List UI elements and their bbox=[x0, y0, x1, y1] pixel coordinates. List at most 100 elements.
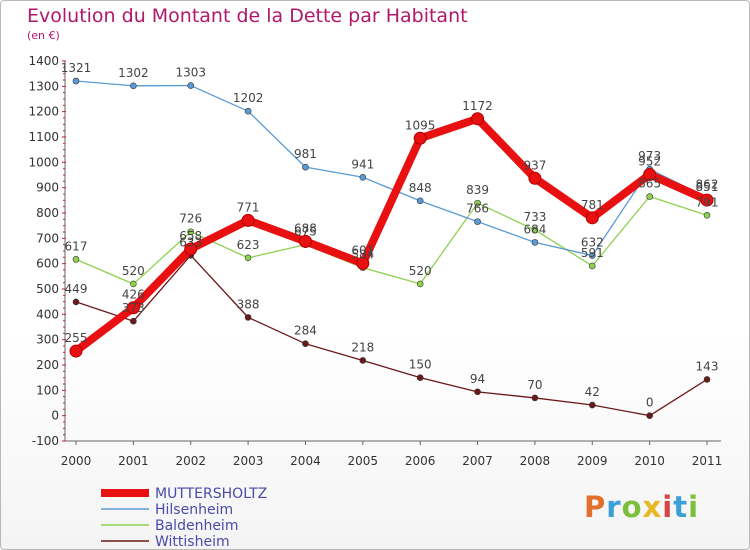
y-tick-label: 0 bbox=[51, 409, 59, 423]
data-point bbox=[69, 344, 83, 358]
series-line-muttersholtz bbox=[72, 114, 711, 356]
data-label: 981 bbox=[294, 147, 317, 161]
y-tick-label: 1300 bbox=[28, 79, 59, 93]
data-point bbox=[184, 242, 198, 256]
logo-letter: P bbox=[584, 490, 607, 524]
chart-title: Evolution du Montant de la Dette par Hab… bbox=[27, 5, 468, 27]
x-tick-label: 2000 bbox=[61, 454, 92, 468]
y-tick-label: 600 bbox=[36, 257, 59, 271]
data-label: 937 bbox=[523, 158, 546, 172]
data-label: 781 bbox=[581, 198, 604, 212]
x-tick-label: 2010 bbox=[634, 454, 665, 468]
x-tick-label: 2005 bbox=[348, 454, 379, 468]
data-point bbox=[588, 252, 596, 259]
data-label: 726 bbox=[179, 212, 202, 226]
data-point bbox=[703, 376, 711, 383]
data-point bbox=[416, 374, 424, 381]
data-label: 862 bbox=[696, 177, 719, 191]
data-point bbox=[528, 171, 542, 185]
series-line-wittisheim bbox=[75, 254, 708, 417]
data-point bbox=[531, 394, 539, 402]
data-label: 839 bbox=[466, 183, 489, 197]
data-point bbox=[531, 239, 539, 246]
y-tick-label: 100 bbox=[36, 383, 59, 397]
data-label: 973 bbox=[638, 149, 661, 163]
y-tick-label: 900 bbox=[36, 181, 59, 195]
data-point bbox=[72, 256, 80, 263]
data-label: 584 bbox=[351, 248, 374, 262]
data-label: 1095 bbox=[405, 118, 436, 132]
data-label: 255 bbox=[65, 331, 88, 345]
x-tick-label: 2001 bbox=[118, 454, 149, 468]
data-point bbox=[130, 317, 137, 325]
data-label: 848 bbox=[409, 181, 432, 195]
data-point bbox=[241, 213, 255, 227]
x-tick-label: 2002 bbox=[175, 454, 206, 468]
data-label: 623 bbox=[237, 238, 260, 252]
legend-label-muttersholtz: MUTTERSHOLTZ bbox=[155, 486, 267, 502]
data-point bbox=[356, 256, 370, 270]
y-tick-label: 1000 bbox=[28, 155, 59, 169]
data-point bbox=[130, 280, 137, 288]
data-label: 0 bbox=[646, 396, 654, 410]
data-label: 791 bbox=[696, 195, 719, 209]
data-point bbox=[416, 197, 424, 205]
data-point bbox=[72, 77, 80, 85]
data-point bbox=[703, 211, 711, 219]
legend-label-wittisheim: Wittisheim bbox=[155, 534, 230, 549]
data-label: 771 bbox=[237, 200, 260, 214]
data-label: 1302 bbox=[118, 66, 149, 80]
data-label: 426 bbox=[122, 288, 145, 302]
data-point bbox=[359, 173, 367, 181]
data-label: 449 bbox=[65, 282, 88, 296]
data-point bbox=[126, 301, 140, 315]
y-tick-label: 1200 bbox=[28, 105, 59, 119]
data-point bbox=[187, 82, 195, 89]
y-tick-label: 200 bbox=[36, 358, 59, 372]
data-label: 520 bbox=[409, 264, 432, 278]
x-tick-label: 2009 bbox=[577, 454, 608, 468]
x-tick-label: 2007 bbox=[462, 454, 493, 468]
data-point bbox=[474, 388, 481, 396]
data-label: 42 bbox=[585, 385, 600, 399]
data-label: 520 bbox=[122, 264, 145, 278]
logo-letter: t bbox=[673, 490, 689, 524]
data-point bbox=[416, 280, 424, 288]
data-label: 941 bbox=[351, 157, 374, 171]
data-point bbox=[585, 211, 599, 225]
y-tick-label: 800 bbox=[36, 206, 59, 220]
data-point bbox=[130, 82, 137, 90]
y-tick-label: 300 bbox=[36, 333, 59, 347]
data-label: 632 bbox=[581, 236, 604, 250]
legend-label-hilsenheim: Hilsenheim bbox=[155, 502, 233, 518]
data-point bbox=[646, 412, 653, 419]
data-label: 373 bbox=[122, 301, 145, 315]
data-label: 675 bbox=[294, 225, 317, 239]
data-label: 1303 bbox=[175, 66, 206, 80]
x-tick-label: 2003 bbox=[233, 454, 264, 468]
logo-letter: r bbox=[606, 490, 622, 524]
data-label: 865 bbox=[638, 177, 661, 191]
data-label: 658 bbox=[179, 229, 202, 243]
logo-letter: i bbox=[662, 490, 674, 524]
data-point bbox=[531, 226, 539, 234]
data-label: 633 bbox=[179, 235, 202, 249]
data-point bbox=[72, 298, 80, 306]
data-point bbox=[643, 167, 657, 181]
data-label: 684 bbox=[523, 222, 546, 236]
data-label: 617 bbox=[65, 239, 88, 253]
data-label: 601 bbox=[351, 243, 374, 257]
x-tick-label: 2008 bbox=[520, 454, 551, 468]
data-label: 218 bbox=[351, 340, 374, 354]
data-label: 1202 bbox=[233, 91, 264, 105]
x-tick-label: 2011 bbox=[692, 454, 723, 468]
data-point bbox=[298, 234, 312, 248]
chart-subtitle: (en €) bbox=[27, 29, 60, 42]
data-label: 284 bbox=[294, 324, 317, 338]
data-label: 591 bbox=[581, 246, 604, 260]
series-line-hilsenheim bbox=[75, 80, 708, 257]
proxiti-logo: Proxiti bbox=[584, 490, 699, 524]
data-label: 688 bbox=[294, 221, 317, 235]
